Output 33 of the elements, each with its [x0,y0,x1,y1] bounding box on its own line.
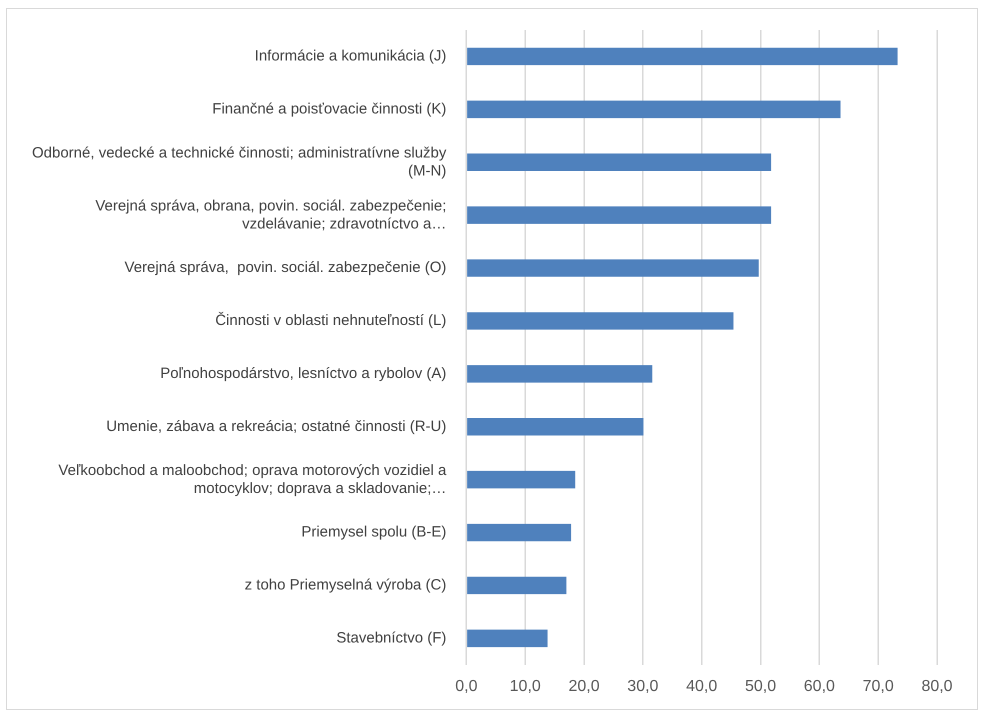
y-tick-label: Verejná správa, obrana, povin. sociál. zabezpečenie; vzdelávanie; zdravotníctvo a… [95,197,446,232]
y-tick-label: Poľnohospodárstvo, lesníctvo a rybolov (A) [160,364,446,382]
y-tick-label: Verejná správa, povin. sociál. zabezpečenie (O) [124,259,446,276]
y-tick-label: z toho Priemyselná výroba (C) [244,576,446,594]
bar [467,154,772,171]
bar [467,365,652,383]
x-tick-label: 20,0 [568,678,600,695]
bar [467,524,572,542]
y-tick-label: Činnosti v oblasti nehnuteľností (L) [215,311,446,330]
y-tick-label: Informácie a komunikácia (J) [254,48,446,65]
x-tick-label: 80,0 [921,678,953,695]
x-tick-label: 10,0 [510,678,541,695]
bar [467,259,759,277]
y-tick-label: Finančné a poisťovacie činnosti (K) [212,100,446,118]
x-tick-label: 50,0 [744,678,776,695]
y-tick-label: Umenie, zábava a rekreácia; ostatné činnosti (R-U) [106,418,446,435]
bar [467,48,898,66]
x-tick-label: 70,0 [862,678,894,695]
x-tick-label: 40,0 [686,678,718,695]
bar [467,576,566,594]
x-tick-label: 60,0 [804,678,836,695]
bar [467,418,644,436]
y-tick-label: Odborné, vedecké a technické činnosti; administratívne služby (M-N) [32,144,447,180]
bar [467,100,841,118]
x-tick-label: 30,0 [627,678,659,695]
bar [467,206,772,224]
bar [467,630,548,648]
y-tick-label: Stavebníctvo (F) [336,629,446,646]
bar [467,312,734,330]
bar [467,470,576,488]
y-tick-label: Priemysel spolu (B-E) [301,524,446,541]
x-tick-label: 0,0 [455,678,478,695]
y-tick-label: Veľkoobchod a maloobchod; oprava motorových vozidiel a motocyklov; doprava a skladovanie;… [58,462,448,497]
